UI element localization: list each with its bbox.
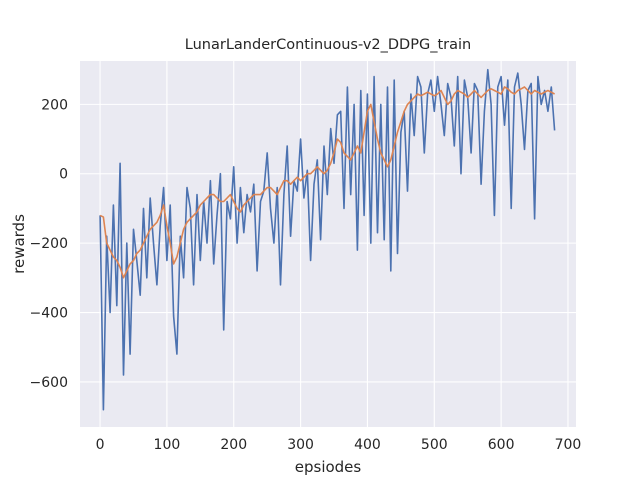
y-tick-label: −200 <box>30 236 68 252</box>
chart-title: LunarLanderContinuous-v2_DDPG_train <box>185 37 471 53</box>
rewards-raw-line <box>99 68 556 411</box>
rewards-smoothed-line <box>99 86 555 279</box>
x-tick-labels: 0 100 200 300 400 500 600 700 <box>96 437 582 453</box>
x-tick-label: 100 <box>154 437 181 453</box>
x-tick-label: 300 <box>287 437 314 453</box>
x-tick-label: 700 <box>555 437 582 453</box>
x-tick-label: 500 <box>421 437 448 453</box>
y-axis-title: rewards <box>10 214 28 274</box>
y-tick-label: −400 <box>30 306 68 322</box>
x-tick-label: 400 <box>354 437 381 453</box>
series-layer <box>99 68 556 411</box>
x-tick-label: 0 <box>96 437 105 453</box>
y-tick-label: −600 <box>30 375 68 391</box>
x-axis-title: epsiodes <box>295 458 362 476</box>
y-tick-label: 200 <box>41 97 68 113</box>
x-tick-label: 200 <box>220 437 247 453</box>
y-tick-labels: −600 −400 −200 0 200 <box>30 97 68 391</box>
y-tick-label: 0 <box>59 167 68 183</box>
plot-background <box>80 61 576 427</box>
x-tick-label: 600 <box>488 437 515 453</box>
